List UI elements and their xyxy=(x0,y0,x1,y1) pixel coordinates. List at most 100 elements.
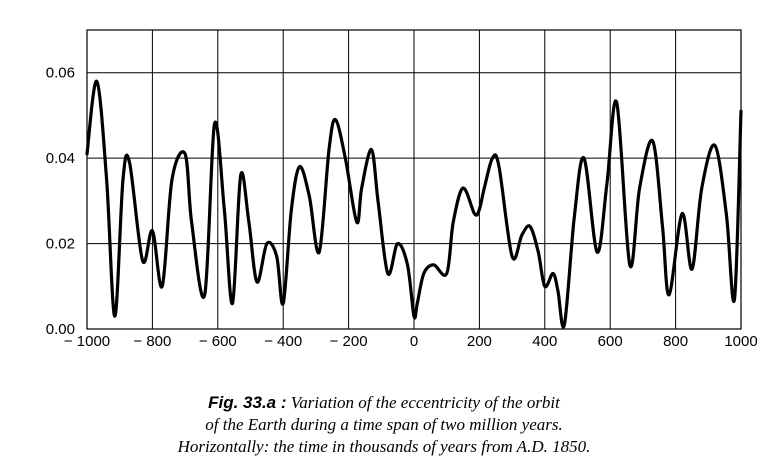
data-point xyxy=(537,251,540,253)
data-point xyxy=(334,118,337,121)
data-point xyxy=(266,242,268,245)
data-point xyxy=(370,148,373,151)
data-point xyxy=(105,178,108,181)
data-point xyxy=(406,264,409,266)
x-tick-label: 200 xyxy=(467,333,492,350)
data-point xyxy=(573,217,576,219)
caption-figure-number: Fig. 33.a : xyxy=(208,393,287,412)
eccentricity-line xyxy=(85,79,743,329)
data-point xyxy=(552,272,554,275)
data-point xyxy=(557,289,559,292)
data-point xyxy=(308,195,311,198)
data-point xyxy=(86,153,88,155)
data-point xyxy=(416,302,419,305)
data-point xyxy=(615,101,618,104)
data-point xyxy=(213,123,216,125)
data-point xyxy=(651,140,654,142)
data-point xyxy=(596,251,598,253)
x-tick-label: − 800 xyxy=(133,333,171,350)
y-tick-label: 0.02 xyxy=(46,236,75,253)
data-point xyxy=(629,264,631,266)
plot-frame xyxy=(86,29,742,330)
data-point xyxy=(740,110,742,112)
data-point xyxy=(396,242,399,245)
data-point xyxy=(387,272,389,275)
data-point xyxy=(355,221,358,224)
data-point xyxy=(141,259,144,262)
data-point xyxy=(122,178,124,181)
data-point xyxy=(661,225,664,228)
y-tick-label: 0.04 xyxy=(46,150,75,167)
x-tick-label: 800 xyxy=(663,333,688,350)
y-tick-label: 0.00 xyxy=(46,321,75,338)
data-point xyxy=(432,264,435,266)
data-point xyxy=(151,229,154,232)
x-tick-label: − 600 xyxy=(199,333,237,350)
caption-line-1: Variation of the eccentricity of the orb… xyxy=(290,393,560,412)
data-point xyxy=(190,221,193,224)
data-point xyxy=(161,285,164,288)
data-point xyxy=(606,182,608,185)
data-point xyxy=(275,255,278,258)
data-point xyxy=(583,157,585,159)
data-point xyxy=(298,165,301,168)
caption-line-2: of the Earth during a time span of two m… xyxy=(205,415,563,434)
data-point xyxy=(282,302,285,305)
data-point xyxy=(478,208,481,211)
data-point xyxy=(714,144,716,147)
figure-caption: Fig. 33.a : Variation of the eccentricit… xyxy=(0,392,768,458)
y-tick-labels: 0.00 0.02 0.04 0.06 xyxy=(46,65,75,338)
data-point xyxy=(223,208,226,211)
y-tick-label: 0.06 xyxy=(46,65,75,82)
data-point xyxy=(96,80,98,83)
data-point xyxy=(452,221,455,224)
data-point xyxy=(128,161,131,164)
data-point xyxy=(668,294,670,296)
data-point xyxy=(473,212,476,215)
data-point xyxy=(511,255,513,258)
x-tick-label: 600 xyxy=(598,333,623,350)
data-point xyxy=(462,187,464,189)
data-point xyxy=(700,187,703,189)
data-point xyxy=(563,323,566,326)
x-tick-labels: − 1000 − 800 − 600 − 400 − 200 0 200 400 600 800 1… xyxy=(64,333,758,350)
x-tick-label: 1000 xyxy=(724,333,757,350)
data-point xyxy=(290,208,293,211)
data-point xyxy=(725,212,728,215)
x-tick-label: − 200 xyxy=(330,333,368,350)
data-point xyxy=(239,174,242,177)
series-layer xyxy=(85,79,743,329)
data-point xyxy=(445,272,448,275)
x-tick-label: − 1000 xyxy=(64,333,110,350)
data-point xyxy=(544,285,546,288)
data-point xyxy=(413,315,415,317)
data-point xyxy=(423,272,425,275)
data-point xyxy=(733,298,736,300)
data-point xyxy=(203,294,206,296)
data-point xyxy=(328,148,330,151)
data-point xyxy=(344,157,347,159)
data-point xyxy=(681,212,683,215)
data-point xyxy=(498,165,500,168)
data-point xyxy=(318,251,320,253)
data-point xyxy=(377,200,379,202)
data-point xyxy=(360,187,363,189)
data-point xyxy=(171,178,173,181)
caption-line-3: Horizontally: the time in thousands of y… xyxy=(177,437,591,456)
axes xyxy=(86,29,742,330)
x-tick-label: 0 xyxy=(410,333,418,350)
data-point xyxy=(521,234,523,236)
data-point xyxy=(256,281,258,283)
data-point xyxy=(529,225,531,228)
grid xyxy=(86,30,742,330)
x-tick-label: 400 xyxy=(532,333,557,350)
data-point xyxy=(248,221,250,224)
data-point xyxy=(691,268,693,271)
data-point xyxy=(491,157,494,159)
data-point xyxy=(638,187,641,189)
data-point xyxy=(113,315,116,317)
data-point xyxy=(184,153,186,155)
x-tick-label: − 400 xyxy=(264,333,302,350)
data-point xyxy=(231,302,234,305)
